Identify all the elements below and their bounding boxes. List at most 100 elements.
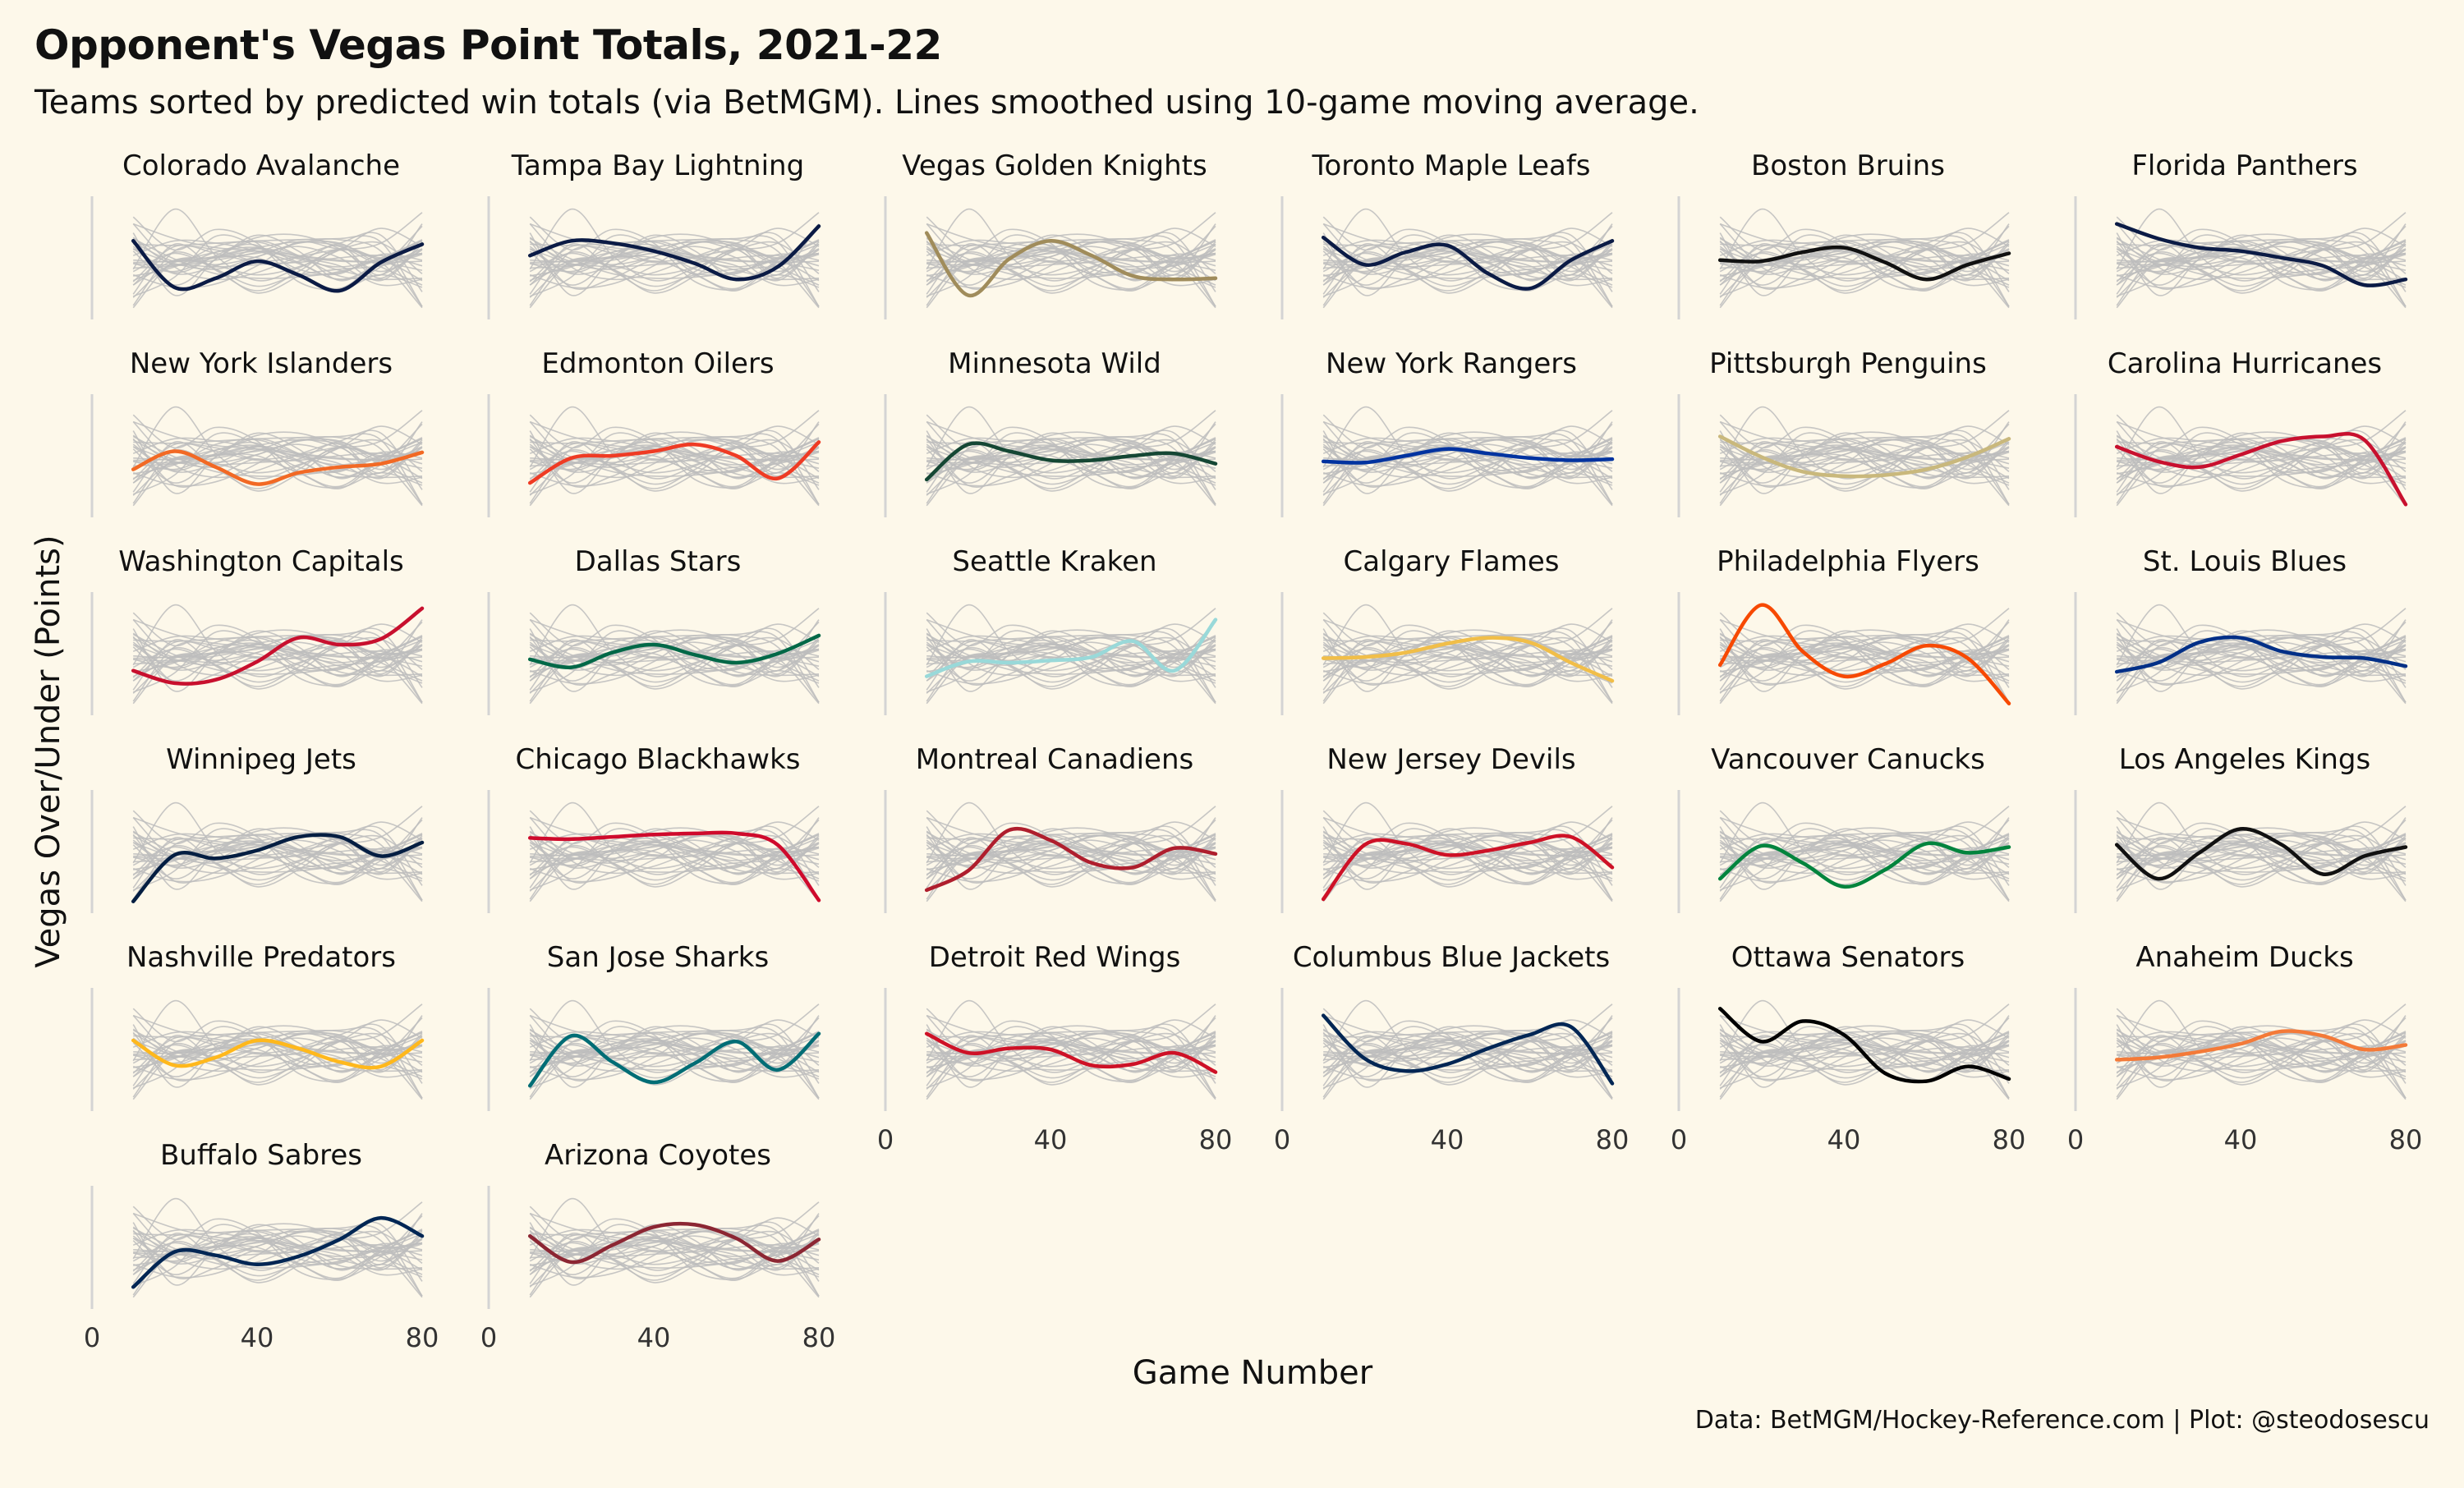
background-series-line xyxy=(529,425,820,496)
background-series-line xyxy=(2116,1014,2407,1078)
background-series-line xyxy=(2116,430,2407,494)
background-series-line xyxy=(1719,629,2010,669)
background-series-line xyxy=(1719,1024,2010,1088)
team-series-line xyxy=(2114,1029,2408,1062)
facet-panel: Edmonton Oilers xyxy=(487,347,821,517)
background-series-line xyxy=(2116,827,2407,867)
background-series-line xyxy=(133,436,423,505)
background-series-line xyxy=(1719,248,2010,294)
background-series-line xyxy=(132,1223,423,1263)
background-series-line xyxy=(1322,232,1613,296)
background-series-line xyxy=(1322,1044,1613,1079)
team-series-line xyxy=(527,1221,821,1265)
background-series-line xyxy=(2116,232,2407,296)
background-series-line xyxy=(529,1231,820,1284)
background-series-line xyxy=(132,644,423,690)
background-series-line xyxy=(1719,432,2010,484)
background-series-line xyxy=(926,248,1216,294)
background-series-line xyxy=(2116,1033,2407,1086)
background-series-line xyxy=(1719,637,2010,691)
background-series-line xyxy=(2116,223,2407,292)
background-series-line xyxy=(132,430,423,494)
background-series-line xyxy=(529,227,820,298)
background-series-line xyxy=(132,846,423,881)
background-series-line xyxy=(529,637,820,691)
background-series-line xyxy=(1719,828,2010,879)
background-series-line xyxy=(2117,436,2407,505)
background-series-line xyxy=(1322,835,1613,889)
background-series-line xyxy=(529,817,820,886)
background-series-line xyxy=(1720,238,2010,307)
background-series-line xyxy=(529,648,820,683)
facet-title: Nashville Predators xyxy=(126,941,396,974)
facet-panel: Anaheim Ducks 0 40 80 xyxy=(2067,941,2422,1155)
background-series-line xyxy=(530,436,820,467)
facet-panel: Pittsburgh Penguins xyxy=(1677,347,2011,517)
team-series-line xyxy=(924,231,1218,297)
background-series-line xyxy=(132,223,423,287)
background-series-line xyxy=(1719,223,2010,292)
facet-title: Carolina Hurricanes xyxy=(2108,347,2382,380)
background-series-line xyxy=(1322,227,1613,298)
background-series-line xyxy=(132,629,423,669)
background-series-line xyxy=(1719,835,2010,889)
background-series-line xyxy=(2116,629,2407,669)
background-series-line xyxy=(926,1030,1216,1061)
background-series-line xyxy=(529,623,820,694)
background-series-line xyxy=(1719,816,2010,880)
background-series-line xyxy=(529,827,820,867)
background-series-line xyxy=(2116,248,2407,294)
background-series-line xyxy=(132,630,423,682)
background-series-line xyxy=(1322,1019,1613,1090)
background-series-line xyxy=(133,1228,423,1297)
background-series-line xyxy=(1719,431,2010,471)
background-series-line xyxy=(926,1026,1216,1077)
background-series-line xyxy=(529,1015,820,1084)
team-series-line xyxy=(527,224,821,282)
background-series-line xyxy=(926,1024,1216,1088)
background-series-line xyxy=(1720,634,2010,665)
background-series-line xyxy=(530,1228,820,1297)
x-tick-label: 80 xyxy=(1596,1124,1630,1155)
team-series-line xyxy=(1717,245,2011,282)
background-series-line xyxy=(1719,446,2010,492)
background-series-line xyxy=(1323,238,1613,307)
background-series-line xyxy=(1719,648,2010,683)
background-series-line xyxy=(1322,432,1613,484)
background-series-line xyxy=(132,816,423,880)
background-series-line xyxy=(132,1040,423,1086)
background-series-line xyxy=(2117,832,2407,863)
background-series-line xyxy=(926,1033,1216,1086)
background-series-line xyxy=(1322,1025,1613,1065)
team-series-line xyxy=(131,1038,425,1070)
background-series-line xyxy=(1322,1014,1613,1078)
background-series-line xyxy=(2116,1025,2407,1065)
facet-panel: Montreal Canadiens xyxy=(884,743,1218,913)
background-series-line xyxy=(529,1019,820,1090)
background-series-line xyxy=(132,421,423,490)
x-tick-label: 80 xyxy=(802,1322,836,1353)
background-series-line xyxy=(926,832,1216,901)
background-series-line xyxy=(2116,816,2407,880)
background-series-line xyxy=(926,234,1216,286)
background-series-line xyxy=(132,1231,423,1284)
background-series-line xyxy=(529,1242,820,1277)
x-tick-label: 0 xyxy=(480,1322,497,1353)
x-tick-label: 40 xyxy=(1431,1124,1464,1155)
background-series-line xyxy=(1323,832,1613,863)
y-axis-label: Vegas Over/Under (Points) xyxy=(30,535,67,967)
background-series-line xyxy=(1719,430,2010,494)
background-series-line xyxy=(2117,634,2407,703)
x-tick-label: 0 xyxy=(877,1124,894,1155)
background-series-line xyxy=(2116,446,2407,492)
facet-title: Ottawa Senators xyxy=(1731,941,1965,974)
x-axis-label: Game Number xyxy=(1133,1354,1373,1392)
background-series-line xyxy=(2116,835,2407,889)
background-series-line xyxy=(1322,446,1613,492)
background-series-line xyxy=(2116,414,2407,489)
facet-panel: Seattle Kraken xyxy=(884,545,1218,715)
background-series-line xyxy=(529,446,820,492)
background-series-line xyxy=(1322,1024,1613,1088)
team-series-line xyxy=(1717,434,2011,479)
facet-title: Columbus Blue Jackets xyxy=(1293,941,1610,974)
